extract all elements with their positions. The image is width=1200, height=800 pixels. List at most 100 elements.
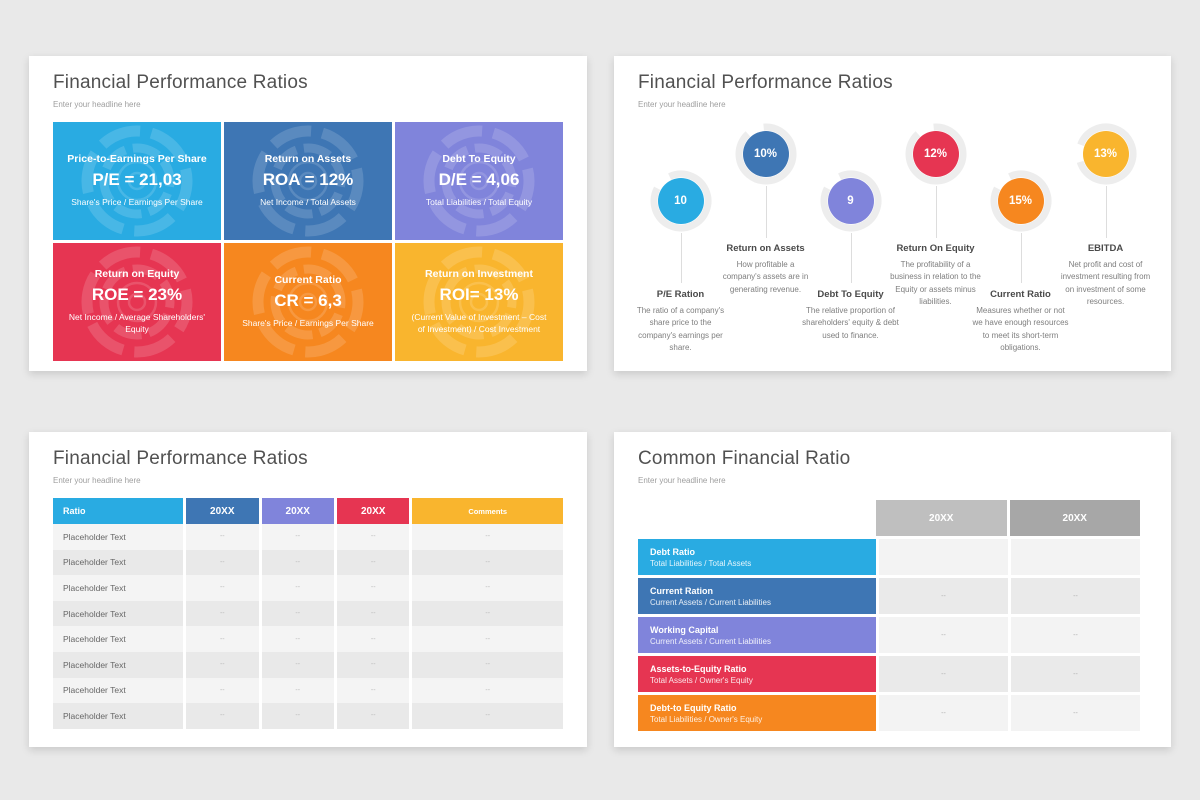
row-label: Debt-to Equity Ratio Total Liabilities /… [638,695,876,731]
connector-line [680,233,682,283]
table-row: Placeholder Text -- -- -- -- [53,651,563,678]
cell-value: -- [258,626,334,652]
cell-value: -- [258,600,334,627]
timeline-item-roe: 12% Return On Equity The profitability o… [890,123,981,373]
connector-line [850,233,852,283]
row-label: Placeholder Text [63,659,126,670]
row-title: Working Capital [650,624,719,635]
timeline-text: Return On Equity The profitability of a … [887,243,985,309]
slide-title: Financial Performance Ratios [638,72,893,93]
cell-value: -- [879,617,1008,653]
metric-formula: Total Liabilities / Total Equity [425,197,533,208]
slide-title: Common Financial Ratio [638,448,851,469]
table-row-debt-ratio: Debt Ratio Total Liabilities / Total Ass… [638,539,1140,575]
row-label: Debt Ratio Total Liabilities / Total Ass… [638,539,876,575]
table-row-assets-to-equity: Assets-to-Equity Ratio Total Assets / Ow… [638,656,1140,692]
metric-box-roe: Return on Equity ROE = 23% Net Income / … [53,243,221,361]
column-header-20xx: 20XX [1009,500,1140,536]
slide-common-ratio-table[interactable]: Common Financial Ratio Enter your headli… [614,432,1171,747]
cell-value: -- [183,549,258,576]
progress-ring-icon [990,170,1051,232]
cell-value: -- [879,656,1008,692]
timeline-title: Current Ratio [990,289,1051,300]
table-body: Placeholder Text -- -- -- -- Placeholder… [53,524,563,729]
metric-value: CR = 6,3 [274,291,342,311]
row-title: Assets-to-Equity Ratio [650,663,747,674]
connector-line [935,186,937,238]
table-row-current-ration: Current Ration Current Assets / Current … [638,578,1140,614]
cell-value: -- [1011,617,1140,653]
metric-value: D/E = 4,06 [438,170,520,190]
metric-value: ROE = 23% [91,285,183,305]
slide-ratio-table[interactable]: Financial Performance Ratios Enter your … [29,432,587,747]
table-row: Placeholder Text -- -- -- -- [53,600,563,627]
row-label: Placeholder Text [63,710,126,721]
table-row-debt-to-equity: Debt-to Equity Ratio Total Liabilities /… [638,695,1140,731]
slide-subtitle: Enter your headline here [53,100,141,109]
timeline-description: Measures whether or not we have enough r… [972,306,1069,353]
cell-value: -- [409,575,563,601]
row-formula: Current Assets / Current Liabilities [650,636,771,646]
metric-box-cr: Current Ratio CR = 6,3 Share's Price / E… [224,243,392,361]
cell-value: -- [333,524,409,550]
cell-value: -- [879,695,1008,731]
metric-formula: Net Income / Average Shareholders' Equit… [68,312,206,334]
timeline-title: EBITDA [1087,243,1124,254]
bubble-wrap: 13% [1075,123,1137,185]
value-bubble: 15% [997,178,1044,224]
row-formula: Total Liabilities / Total Assets [650,558,752,568]
progress-ring-icon [905,123,966,185]
column-header-ratio: Ratio [53,498,184,524]
cell-value: -- [409,677,563,704]
connector-line [765,186,767,238]
cell-value: -- [333,549,409,576]
metric-value: ROA = 12% [262,170,354,190]
row-label: Placeholder Text [63,531,126,542]
timeline: 10 P/E Ration The ratio of a company's s… [637,123,1150,373]
cell-value: -- [1011,656,1140,692]
row-formula: Total Assets / Owner's Equity [650,675,753,685]
metric-title: Current Ratio [274,274,342,287]
cell-value: -- [879,578,1008,614]
metric-box-pe: Price-to-Earnings Per Share P/E = 21,03 … [53,122,221,240]
metric-value: ROI= 13% [439,285,519,305]
metric-formula: (Current Value of Investment – Cost of I… [411,312,547,334]
value-bubble: 13% [1082,131,1129,177]
cell-value: -- [409,549,563,576]
timeline-description: How profitable a company's assets are in… [722,260,809,294]
table-row-working-capital: Working Capital Current Assets / Current… [638,617,1140,653]
slide-timeline-circles[interactable]: Financial Performance Ratios Enter your … [614,56,1171,371]
metric-formula: Share's Price / Earnings Per Share [242,318,374,329]
value-bubble: 9 [827,178,874,224]
cell-value: -- [333,626,409,652]
timeline-title: Return On Equity [896,243,975,254]
cell-value: -- [258,703,334,729]
slide-metric-boxes[interactable]: Financial Performance Ratios Enter your … [29,56,587,371]
metric-formula: Share's Price / Earnings Per Share [71,197,203,208]
cell-value: -- [409,524,563,550]
metric-title: Price-to-Earnings Per Share [67,153,207,166]
timeline-item-dte: 9 Debt To Equity The relative proportion… [802,123,899,373]
metric-title: Debt To Equity [442,153,516,166]
timeline-title: Return on Assets [726,243,805,254]
progress-ring-icon [820,170,881,232]
bubble-wrap: 12% [905,123,967,185]
row-label: Placeholder Text [63,557,126,568]
timeline-item-ebitda: 13% EBITDA Net profit and cost of invest… [1061,123,1150,373]
slide-subtitle: Enter your headline here [638,476,726,485]
ratio-table: Ratio 20XX 20XX 20XX Comments Placeholde… [53,498,563,729]
row-formula: Total Liabilities / Owner's Equity [650,714,763,724]
cell-value: -- [409,626,563,652]
value-bubble: 10% [742,131,789,177]
connector-line [1105,186,1107,238]
timeline-text: EBITDA Net profit and cost of investment… [1057,243,1155,309]
metric-formula: Net Income / Total Assets [260,197,356,208]
cell-value: -- [183,575,258,601]
column-header-comments: Comments [409,498,563,524]
table-row: Placeholder Text -- -- -- -- [53,703,563,729]
column-header-20xx: 20XX [876,500,1007,536]
metric-box-roi: Return on Investment ROI= 13% (Current V… [395,243,563,361]
timeline-description: Net profit and cost of investment result… [1060,260,1151,307]
connector-line [1020,233,1022,283]
